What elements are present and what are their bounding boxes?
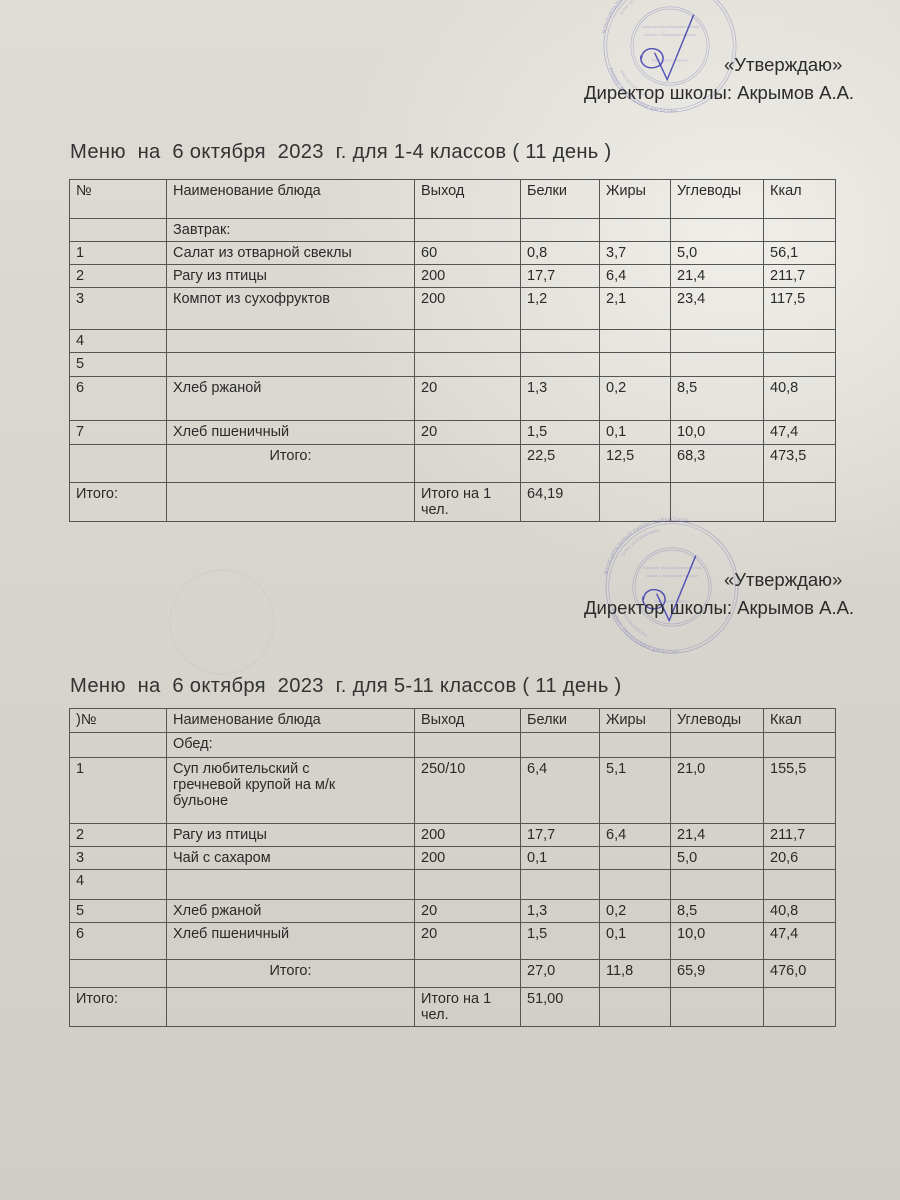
svg-text:школа с. Новомонастырское: школа с. Новомонастырское (646, 573, 698, 578)
svg-text:школа с. Новомонастырское: школа с. Новомонастырское (644, 32, 696, 37)
